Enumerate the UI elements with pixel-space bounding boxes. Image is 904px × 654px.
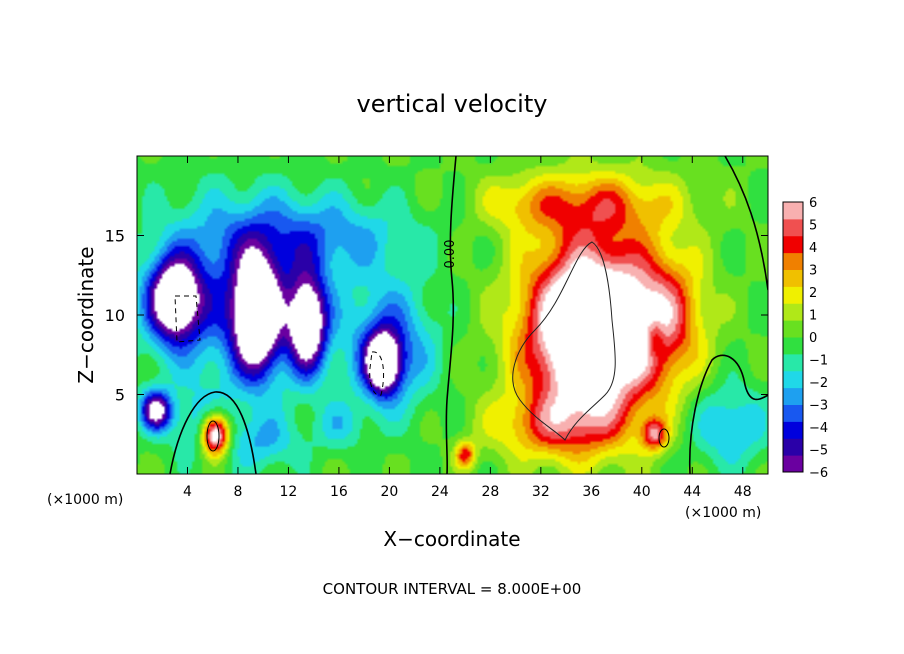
colorbar-swatch (783, 269, 803, 287)
colorbar-swatch (783, 455, 803, 473)
colorbar-swatch (783, 353, 803, 372)
colorbar-swatch (783, 252, 803, 270)
contour-label: 0.00 (443, 240, 458, 269)
colorbar-swatch (783, 286, 803, 304)
contour-interval-text: CONTOUR INTERVAL = 8.000E+00 (323, 580, 582, 598)
x-axis-label: X−coordinate (383, 527, 520, 551)
colorbar-swatch (783, 337, 803, 355)
zero-contour-line-lowleft (169, 391, 257, 474)
x-unit-label-left: (×1000 m) (47, 492, 123, 508)
colorbar-tick-label: 0 (809, 331, 817, 346)
colorbar-tick-label: −1 (809, 354, 828, 369)
colorbar-tick-label: −4 (809, 421, 828, 436)
colorbar-frame (782, 201, 804, 473)
zero-contour-line-lowright (688, 354, 768, 474)
x-tick-label: 20 (380, 484, 398, 500)
chart-title: vertical velocity (357, 90, 548, 118)
plot-area: 0.00 (136, 155, 769, 475)
contour-small-1 (206, 420, 220, 452)
colorbar-swatch (783, 218, 803, 237)
colorbar-swatch (783, 235, 803, 254)
colorbar-tick-label: 6 (809, 196, 817, 211)
contour-line-core (512, 241, 616, 441)
x-tick-label: 24 (431, 484, 449, 500)
x-tick-label: 48 (734, 484, 752, 500)
y-tick-label: 15 (105, 227, 125, 246)
y-tick-label: 5 (115, 386, 125, 405)
x-tick-label: 44 (683, 484, 701, 500)
colorbar-tick-label: −2 (809, 376, 828, 391)
y-axis-label: Z−coordinate (74, 246, 98, 383)
colorbar-tick-label: 4 (809, 241, 817, 256)
zero-contour-line-right (724, 156, 768, 291)
y-tick-label: 10 (105, 306, 125, 325)
x-tick-label: 36 (582, 484, 600, 500)
colorbar-swatch (783, 320, 803, 338)
colorbar-swatch (783, 387, 803, 405)
colorbar-tick-label: −6 (809, 466, 828, 481)
colorbar-swatch (783, 370, 803, 389)
x-tick-label: 32 (532, 484, 550, 500)
colorbar-tick-label: 5 (809, 219, 817, 234)
contour-small-2 (658, 428, 670, 448)
zero-contours (169, 156, 768, 474)
colorbar: 6 5 4 3 2 1 0 −1 −2 −3 −4 −5 −6 (782, 196, 828, 481)
colorbar-tick-label: −5 (809, 444, 828, 459)
x-tick-label: 4 (183, 484, 192, 500)
dashed-contour-2 (369, 351, 385, 396)
colorbar-tick-label: 2 (809, 286, 817, 301)
colorbar-swatch (783, 202, 803, 220)
x-tick-label: 40 (633, 484, 651, 500)
x-tick-label: 28 (481, 484, 499, 500)
colorbar-swatch (783, 404, 803, 422)
zero-contour-line-mid (445, 156, 457, 474)
x-tick-label: 8 (233, 484, 242, 500)
x-tick-label: 16 (330, 484, 348, 500)
x-tick-label: 12 (280, 484, 298, 500)
y-axis-ticks: 5 10 15 (105, 227, 768, 405)
colorbar-tick-label: 3 (809, 264, 817, 279)
x-axis-ticks: 4 8 12 16 20 24 28 32 36 40 44 48 (183, 156, 752, 500)
dashed-contour-1 (174, 295, 201, 343)
colorbar-tick-label: 1 (809, 309, 817, 324)
colorbar-tick-label: −3 (809, 399, 828, 414)
colorbar-swatch (783, 421, 803, 439)
colorbar-swatch (783, 438, 803, 456)
x-unit-label-right: (×1000 m) (685, 505, 761, 521)
colorbar-swatch (783, 303, 803, 321)
